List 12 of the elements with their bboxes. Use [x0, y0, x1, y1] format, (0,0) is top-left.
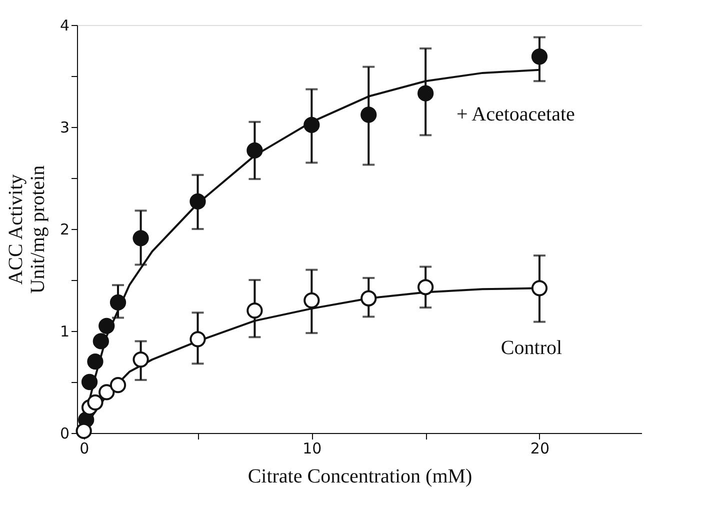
series-label: + Acetoacetate [456, 104, 576, 126]
x-tick-label: 20 [530, 440, 550, 458]
y-tick-label: 2 [60, 220, 70, 238]
y-tick-label: 1 [60, 322, 70, 340]
x-axis-title: Citrate Concentration (mM) [248, 466, 472, 488]
y-axis-title: ACC Activity Unit/mg protein [4, 165, 49, 294]
x-tick-label: 10 [302, 440, 322, 458]
text: Control [500, 337, 562, 360]
y-tick-label: 4 [60, 16, 70, 34]
y-tick-label: 0 [60, 424, 70, 442]
x-tick-label: 0 [80, 440, 90, 458]
y-tick-label: 3 [60, 118, 70, 136]
